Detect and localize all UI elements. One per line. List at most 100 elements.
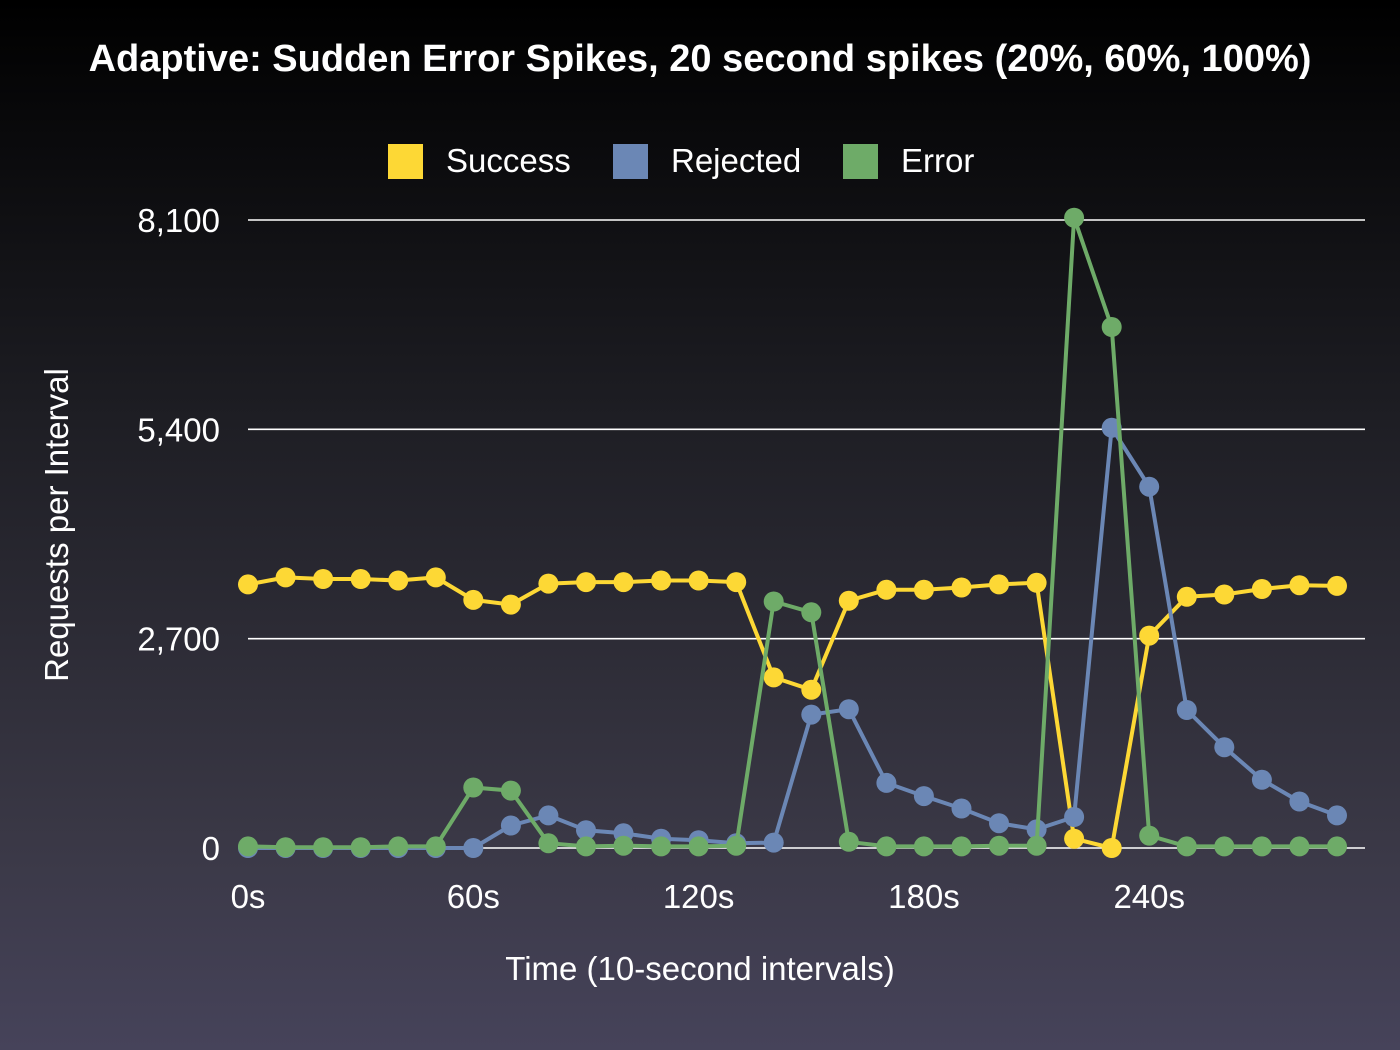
data-point [1176,700,1197,720]
x-tick-label: 120s [663,878,735,915]
data-point [238,574,258,595]
data-point [951,798,972,819]
y-axis-label: Requests per Interval [38,368,75,682]
data-point [1289,575,1310,596]
chart-title: Adaptive: Sudden Error Spikes, 20 second… [88,38,1312,80]
data-point [1064,828,1085,849]
x-tick-label: 240s [1113,878,1185,915]
series-error [238,207,1347,858]
y-axis-ticks: 0 2,700 5,400 8,100 [137,202,220,867]
data-point [538,833,559,854]
data-point [613,835,634,856]
data-point [313,837,334,858]
data-point [876,579,897,600]
data-point [688,570,709,591]
data-point [1026,835,1047,856]
data-point [913,579,934,600]
x-tick-label: 60s [447,878,500,915]
data-point [388,836,409,857]
data-point [1176,836,1197,857]
x-tick-label: 180s [888,878,960,915]
y-tick-label: 2,700 [137,621,220,658]
data-point [1251,579,1272,599]
data-point [913,786,934,807]
legend-item: Success [388,142,571,179]
data-point [1289,791,1310,812]
x-axis-ticks: 0s 60s 120s 180s 240s [231,878,1185,915]
data-point [1139,625,1160,646]
data-point [576,836,596,857]
data-point [275,567,296,588]
legend-item: Error [843,142,974,179]
data-point [989,835,1009,856]
y-tick-label: 0 [202,830,220,867]
data-point [1251,836,1272,857]
data-point [538,573,559,594]
data-point [763,667,784,688]
data-point [1026,572,1047,593]
data-point [238,836,258,857]
series-layer [238,207,1347,858]
data-point [500,815,521,836]
legend-item: Rejected [613,142,801,179]
data-point [651,570,672,591]
series-line [247,215,1337,850]
data-point [1139,825,1160,846]
data-point [876,836,897,857]
legend-swatch [843,144,878,179]
data-point [576,820,596,841]
data-point [989,813,1009,834]
series-line [247,575,1338,850]
data-point [763,591,784,612]
data-point [726,835,747,856]
data-point [951,836,972,857]
legend-label: Error [901,142,974,179]
data-point [913,836,934,857]
data-point [500,594,521,615]
data-point [1064,807,1085,827]
legend: Success Rejected Error [388,142,974,179]
legend-swatch [388,144,423,179]
data-point [651,836,672,857]
data-point [688,836,709,857]
data-point [1214,584,1235,605]
data-point [1101,417,1122,438]
gridlines [248,219,1365,849]
data-point [576,572,596,593]
data-point [1064,207,1085,228]
data-point [1289,836,1310,857]
data-point [989,574,1009,595]
data-point [500,780,521,801]
data-point [275,837,296,858]
data-point [1327,805,1347,826]
legend-label: Rejected [671,142,801,179]
y-tick-label: 5,400 [137,411,220,448]
data-point [801,679,822,700]
data-point [1327,575,1347,596]
data-point [425,836,446,857]
legend-label: Success [446,142,571,179]
data-point [801,704,822,725]
data-point [876,772,897,793]
data-point [313,569,334,589]
data-point [1101,317,1122,337]
data-point [838,699,859,720]
data-point [388,570,409,591]
data-point [350,837,371,858]
data-point [1214,737,1235,758]
data-point [1251,769,1272,790]
legend-swatch [613,144,648,179]
data-point [613,572,634,593]
data-point [1327,836,1347,857]
data-point [801,602,822,623]
data-point [1101,838,1122,858]
data-point [463,589,484,610]
data-point [463,777,484,798]
y-tick-label: 8,100 [137,202,220,239]
data-point [538,805,559,826]
data-point [838,590,859,611]
data-point [350,569,371,589]
data-point [726,572,747,593]
data-point [1214,836,1235,857]
